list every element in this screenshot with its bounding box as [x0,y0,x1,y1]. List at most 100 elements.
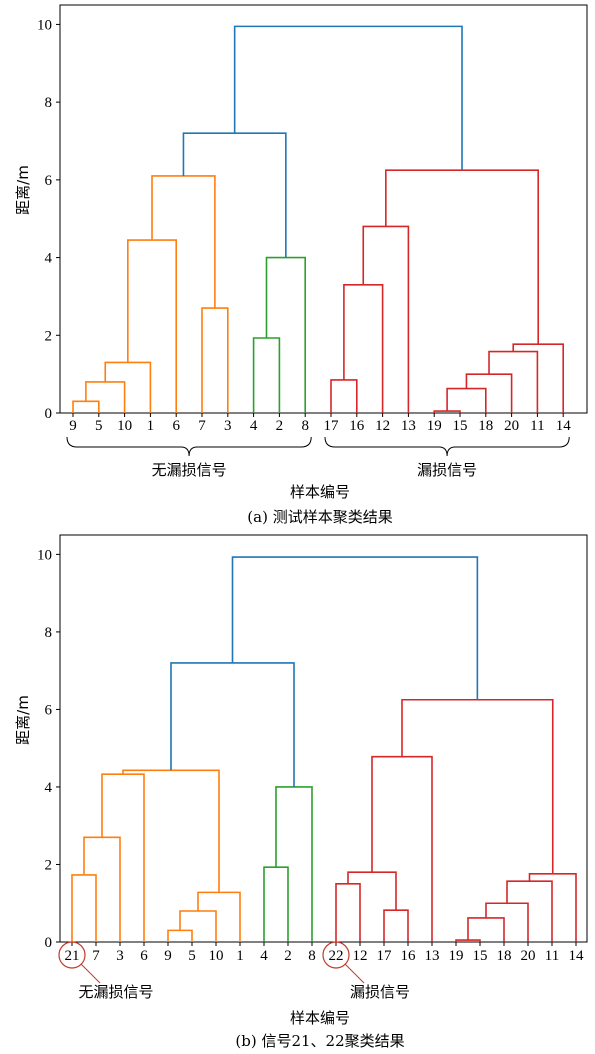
dendrogram-link-orange [197,891,241,942]
highlight-circle [58,941,86,969]
dendrogram-link-orange [127,239,177,413]
dendrogram-link-orange [179,910,217,942]
leaf-label: 4 [250,418,258,434]
dendrogram-link-red [401,698,554,874]
leaf-label: 16 [349,418,365,434]
group-brace [66,436,312,457]
leaf-label: 17 [377,948,393,964]
leaf-label: 12 [375,418,390,434]
panel-b-y-ticks: 0 2 4 6 8 10 [37,547,60,951]
dendrogram-link-orange [71,874,97,942]
leaf-label: 5 [188,948,196,964]
y-tick-label: 6 [45,173,53,189]
highlight-circle [322,941,350,969]
dendrogram-link-red [371,755,433,942]
dendrogram-link-green [275,786,313,942]
y-tick-label: 0 [45,935,53,951]
leaf-label: 6 [172,418,180,434]
dendrogram-link-red [362,225,410,413]
panel-b-links [71,556,577,942]
panel-a-group-braces: 无漏损信号 漏损信号 [66,436,570,479]
dendrogram-link-red [383,909,409,942]
leaf-label: 10 [117,418,132,434]
panel-a-caption: (a) 测试样本聚类结果 [247,508,392,526]
leaf-label: 13 [401,418,416,434]
highlight-leader-line [344,963,365,984]
panel-b-leaf-labels: 21 7 3 6 9 5 10 1 4 2 8 22 12 17 16 13 19 15 18 20 11 14 [65,942,585,964]
leaf-label: 2 [276,418,284,434]
dendrogram-link-red [467,917,505,942]
leaf-label: 2 [284,948,292,964]
leaf-label: 15 [473,948,488,964]
leaf-label: 12 [353,948,368,964]
leaf-label: 1 [147,418,155,434]
dendrogram-link-green [263,866,289,942]
dendrogram-link-orange [151,175,216,309]
panel-a-x-axis-label: 样本编号 [290,483,350,501]
dendrogram-link-red [488,350,539,413]
group-label: 无漏损信号 [152,461,227,479]
group-label: 漏损信号 [417,461,477,479]
leaf-label: 20 [521,948,536,964]
y-tick-label: 2 [45,857,53,873]
panel-a-plot-frame [59,4,588,414]
dendrogram-link-red [343,283,384,413]
leaf-label: 18 [478,418,493,434]
dendrogram-link-blue [182,132,287,258]
dendrogram-link-red [446,387,487,413]
leaf-label: 20 [504,418,519,434]
dendrogram-link-blue [231,556,479,700]
dendrogram-link-red [512,343,564,413]
y-tick-label: 4 [45,251,53,267]
leaf-label: 15 [453,418,468,434]
leaf-label: 3 [224,418,232,434]
dendrogram-link-red [385,169,540,345]
dendrogram-link-orange [101,773,145,942]
dendrogram-link-red [506,880,553,942]
panel-a-leaf-labels: 9 5 10 1 6 7 3 4 2 8 17 16 12 13 19 15 18 20 11 14 [69,413,571,434]
dendrogram-link-red [335,883,361,942]
leaf-label: 22 [329,948,344,964]
y-tick-label: 10 [37,17,52,33]
group-brace [324,436,570,457]
panel-b-plot-frame [59,534,588,943]
leaf-label: 13 [425,948,440,964]
highlight-label: 漏损信号 [350,983,410,1001]
leaf-label: 3 [116,948,124,964]
dendrogram-link-red [485,902,529,942]
highlight-leader-line [80,963,101,984]
leaf-label: 16 [401,948,417,964]
leaf-label: 14 [569,948,585,964]
dendrogram-link-orange [72,400,100,413]
leaf-label: 6 [140,948,148,964]
leaf-label: 5 [95,418,103,434]
panel-b-caption: (b) 信号21、22聚类结果 [235,1032,404,1050]
leaf-label: 9 [164,948,172,964]
y-tick-label: 0 [45,406,53,422]
leaf-label: 11 [530,418,544,434]
y-tick-label: 8 [45,95,53,111]
leaf-label: 19 [427,418,442,434]
dendrogram-link-orange [85,381,126,413]
highlight-label: 无漏损信号 [78,983,153,1001]
panel-a-y-ticks: 0 2 4 6 8 10 [37,17,60,422]
panel-b-y-axis-label: 距离/m [14,695,32,745]
leaf-label: 19 [449,948,464,964]
leaf-label: 18 [497,948,512,964]
leaf-label: 8 [308,948,316,964]
dendrogram-link-red [347,871,397,911]
leaf-label: 14 [556,418,572,434]
y-tick-label: 10 [37,547,52,563]
dendrogram-link-orange [122,769,220,893]
panel-b-highlight-annotations: 无漏损信号 漏损信号 [58,941,410,1001]
dendrogram-link-orange [201,307,229,413]
dendrogram-link-blue [233,25,463,171]
y-tick-label: 2 [45,328,53,344]
leaf-label: 21 [65,948,80,964]
panel-a-links [72,25,564,413]
dendrogram-link-red [465,373,513,413]
y-tick-label: 6 [45,702,53,718]
